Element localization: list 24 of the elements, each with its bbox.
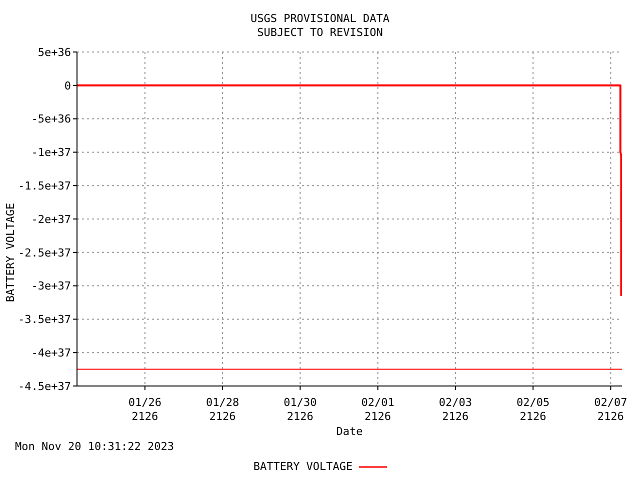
y-axis-title: BATTERY VOLTAGE <box>4 202 18 302</box>
x-tick-label: 02/01 2126 <box>361 396 394 423</box>
y-tick-label: -4.5e+37 <box>18 380 71 393</box>
text: Mon Nov 20 10:31:22 2023 <box>15 440 174 453</box>
legend-label: BATTERY VOLTAGE <box>253 460 353 473</box>
y-tick-label: -5e+36 <box>31 112 71 126</box>
x-tick-label: 01/28 2126 <box>206 396 240 423</box>
x-tick-label: 02/07 2126 <box>594 396 628 423</box>
y-tick-label: -2.5e+37 <box>18 246 71 260</box>
y-tick-label: 5e+36 <box>38 46 71 59</box>
y-tick-label: -3.5e+37 <box>18 313 71 326</box>
y-tick-label: 0 <box>64 79 71 92</box>
x-tick-label: 01/26 2126 <box>128 396 162 423</box>
x-tick-label: 01/30 2126 <box>284 396 317 423</box>
x-axis-title: Date <box>335 425 364 438</box>
x-tick-label: 02/05 2126 <box>516 396 550 423</box>
chart-title: USGS PROVISIONAL DATA <box>249 12 391 26</box>
y-tick-label: -1.5e+37 <box>18 180 71 193</box>
y-tick-label: -4e+37 <box>31 346 71 360</box>
chart-subtitle: SUBJECT TO REVISION <box>256 26 384 40</box>
y-tick-label: -2e+37 <box>31 212 71 226</box>
y-tick-label: -1e+37 <box>31 146 71 160</box>
y-tick-label: -3e+37 <box>31 280 71 293</box>
x-tick-label: 02/03 2126 <box>438 396 472 423</box>
